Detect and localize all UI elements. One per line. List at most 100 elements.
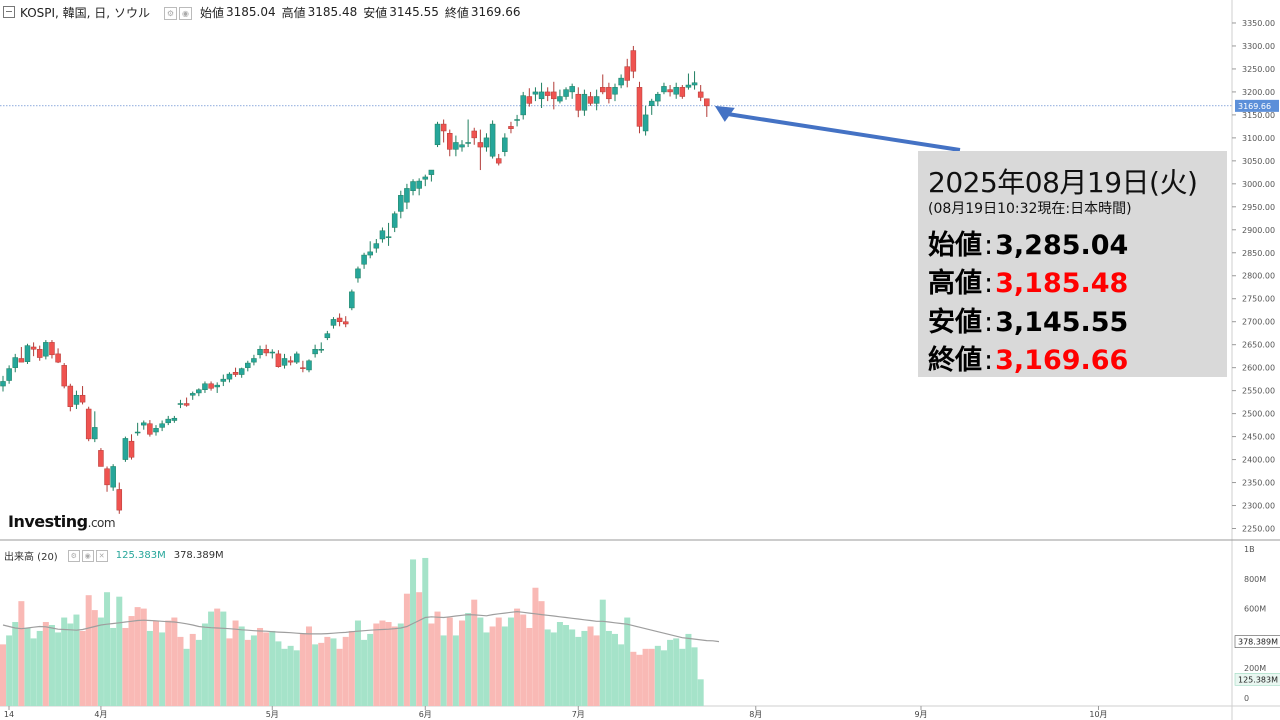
candle-body — [349, 291, 355, 309]
candle-body — [544, 91, 551, 96]
volume-bar — [501, 626, 508, 706]
settings-icon[interactable]: ⚙ — [67, 549, 80, 562]
candle-body — [398, 195, 404, 212]
candle-body — [318, 349, 324, 351]
close-icon[interactable]: ✕ — [95, 549, 108, 562]
volume-ma-line — [2, 610, 720, 643]
volume-bar — [416, 592, 423, 706]
volume-bar — [79, 630, 86, 706]
hide-icon[interactable]: ◉ — [81, 549, 94, 562]
candle-body — [391, 213, 398, 228]
candle-body — [306, 360, 312, 371]
price-info-box: 2025年08月19日(火) (08月19日10:32現在:日本時間) 始値:3… — [918, 151, 1227, 377]
volume-bar — [361, 639, 368, 706]
volume-bar — [263, 632, 270, 706]
volume-bar — [514, 608, 521, 706]
candle-body — [183, 403, 190, 406]
volume-bar — [556, 622, 563, 706]
candle-body — [569, 86, 575, 93]
volume-bar — [550, 632, 557, 706]
volume-bar — [410, 559, 417, 706]
candle-body — [532, 91, 539, 95]
high-value: 3185.48 — [307, 5, 358, 19]
instrument-name: KOSPI, 韓国, 日, ソウル — [20, 5, 150, 20]
candle-body — [61, 365, 67, 387]
volume-bar — [618, 644, 625, 706]
price-tick-label: 3150.00 — [1242, 111, 1275, 120]
candle-body — [67, 385, 74, 407]
candle-body — [134, 431, 141, 434]
settings-icon[interactable]: ⚙ — [163, 6, 177, 20]
callout-arrow — [726, 111, 961, 152]
volume-bar — [85, 595, 92, 706]
candle-body — [434, 123, 441, 146]
candle-body — [122, 438, 129, 460]
volume-bar — [226, 638, 233, 706]
volume-bar — [465, 613, 472, 706]
volume-value-badge — [1234, 673, 1280, 686]
volume-bar — [685, 633, 692, 706]
volume-bar — [0, 644, 6, 706]
volume-bar — [238, 626, 245, 706]
volume-bar — [477, 617, 484, 706]
volume-header: 出来高 (20) ⚙ ◉ ✕ 125.383M 378.389M — [4, 548, 224, 563]
volume-bar — [385, 622, 392, 706]
collapse-icon[interactable] — [3, 6, 15, 18]
volume-bar — [134, 607, 141, 706]
price-tick-label: 2600.00 — [1242, 364, 1275, 373]
investing-logo: Investing.com — [8, 512, 116, 531]
volume-tick-label: 0 — [1244, 694, 1249, 703]
candle-body — [171, 417, 178, 421]
volume-bar — [12, 622, 19, 706]
volume-bar — [214, 608, 221, 706]
volume-value-label: 378.389M — [1238, 638, 1278, 647]
volume-bar — [122, 627, 129, 706]
volume-bar — [55, 632, 62, 706]
hide-icon[interactable]: ◉ — [178, 6, 192, 20]
candle-body — [79, 394, 86, 403]
candle-body — [12, 357, 18, 368]
volume-bar — [116, 596, 123, 706]
price-tick-label: 3250.00 — [1242, 65, 1275, 74]
candle-body — [43, 342, 49, 357]
price-tick-label: 3300.00 — [1242, 42, 1275, 51]
candle-body — [0, 381, 6, 387]
candle-body — [281, 358, 288, 366]
volume-bar — [348, 630, 355, 706]
candle-body — [373, 243, 380, 249]
volume-bar — [403, 593, 410, 706]
price-tick-label: 3000.00 — [1242, 180, 1275, 189]
open-label: 始値 — [199, 5, 224, 20]
volume-bar — [42, 622, 49, 706]
close-value: 3169.66 — [470, 5, 521, 19]
volume-bar — [397, 623, 404, 706]
candle-body — [220, 378, 227, 382]
info-high-row: 高値:3,185.48 — [928, 268, 1129, 299]
callout-arrow-head — [714, 105, 735, 122]
candle-body — [508, 126, 514, 129]
candle-body — [177, 403, 184, 405]
price-tick-label: 2700.00 — [1242, 318, 1275, 327]
info-close-row: 終値:3,169.66 — [928, 345, 1129, 376]
volume-bar — [605, 630, 612, 706]
volume-bar — [697, 679, 704, 706]
info-high-value: 3,185.48 — [995, 268, 1129, 299]
candle-body — [336, 317, 343, 322]
volume-bar — [679, 648, 686, 706]
chart-header: KOSPI, 韓国, 日, ソウル ⚙ ◉ 始値 3185.04 高値 3185.… — [0, 3, 521, 21]
volume-value-label: 125.383M — [1238, 675, 1278, 684]
candle-body — [459, 144, 465, 148]
candle-body — [165, 418, 171, 424]
candle-body — [257, 349, 263, 356]
candle-body — [238, 368, 245, 375]
volume-bar — [24, 627, 31, 706]
candle-body — [667, 89, 673, 93]
candle-body — [630, 50, 637, 72]
price-tick-label: 2950.00 — [1242, 203, 1275, 212]
volume-tick-label: 200M — [1244, 664, 1266, 673]
volume-label: 出来高 (20) — [4, 552, 58, 563]
candle-body — [661, 86, 667, 93]
volume-tick-label: 600M — [1244, 605, 1266, 614]
volume-bar — [373, 623, 380, 706]
